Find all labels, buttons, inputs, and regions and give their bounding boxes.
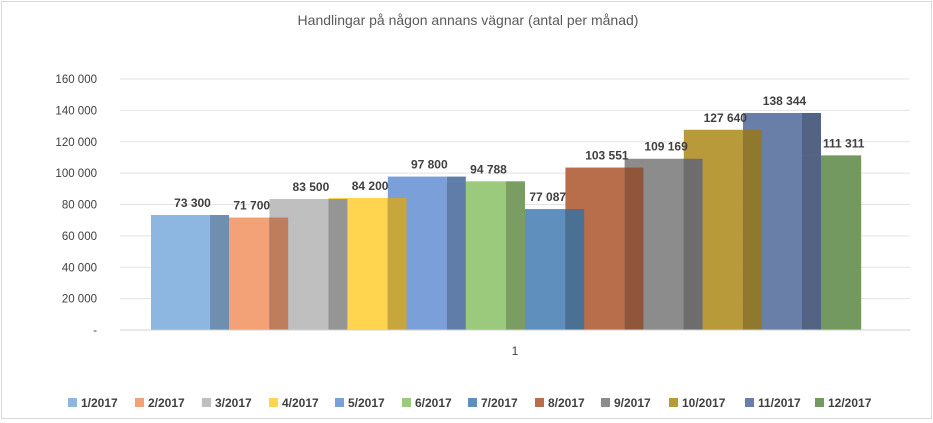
bar-depth-7/2017 (565, 209, 584, 330)
bar-depth-8/2017 (624, 168, 643, 330)
legend-swatch-8/2017 (535, 398, 544, 407)
legend-swatch-3/2017 (202, 398, 211, 407)
data-label-5/2017: 97 800 (411, 158, 448, 172)
legend: 1/2017 2/2017 3/2017 4/2017 5/2017 6/2017 7/20… (68, 396, 872, 410)
data-label-10/2017: 127 640 (704, 111, 748, 125)
bar-1/2017 (151, 215, 210, 330)
data-label-1/2017: 73 300 (174, 196, 211, 210)
x-axis: 1 (120, 330, 910, 358)
legend-swatch-11/2017 (745, 398, 754, 407)
legend-swatch-5/2017 (335, 398, 344, 407)
legend-swatch-2/2017 (135, 398, 144, 407)
legend-label-5/2017: 5/2017 (348, 396, 385, 410)
legend-label-2/2017: 2/2017 (148, 396, 185, 410)
bar-depth-3/2017 (328, 199, 347, 330)
chart-title: Handlingar på någon annans vägnar (antal… (298, 12, 639, 28)
data-label-2/2017: 71 700 (233, 199, 270, 213)
bar-depth-4/2017 (388, 198, 407, 330)
legend-label-10/2017: 10/2017 (682, 396, 726, 410)
y-tick-label: 140 000 (55, 105, 97, 117)
legend-swatch-6/2017 (402, 398, 411, 407)
bar-depth-11/2017 (802, 155, 821, 330)
legend-swatch-10/2017 (669, 398, 678, 407)
legend-label-7/2017: 7/2017 (481, 396, 518, 410)
bar-depth-5/2017 (447, 181, 466, 330)
legend-label-1/2017: 1/2017 (81, 396, 118, 410)
y-tick-label: 120 000 (55, 137, 97, 149)
data-label-6/2017: 94 788 (470, 162, 507, 176)
legend-swatch-9/2017 (601, 398, 610, 407)
legend-label-4/2017: 4/2017 (282, 396, 319, 410)
y-tick-label: 160 000 (55, 74, 97, 86)
bar-depth-9/2017 (684, 159, 703, 330)
y-tick-label: 20 000 (62, 294, 97, 306)
bar-depth-2/2017 (269, 218, 288, 330)
legend-swatch-12/2017 (815, 398, 824, 407)
bar-chart: Handlingar på någon annans vägnar (antal… (2, 2, 931, 418)
legend-label-3/2017: 3/2017 (215, 396, 252, 410)
data-label-4/2017: 84 200 (352, 179, 389, 193)
data-label-7/2017: 77 087 (529, 190, 566, 204)
data-label-8/2017: 103 551 (585, 149, 629, 163)
legend-label-6/2017: 6/2017 (415, 396, 452, 410)
legend-label-12/2017: 12/2017 (828, 396, 872, 410)
legend-label-8/2017: 8/2017 (548, 396, 585, 410)
bar-depth-10/2017 (743, 130, 762, 330)
y-tick-label: 100 000 (55, 168, 97, 180)
bar-depth-1/2017 (210, 218, 229, 330)
data-label-12/2017: 111 311 (823, 136, 865, 150)
data-label-11/2017: 138 344 (763, 94, 807, 108)
legend-swatch-1/2017 (68, 398, 77, 407)
y-tick-label: 40 000 (62, 262, 97, 274)
y-tick-label: 60 000 (62, 231, 97, 243)
bar-depth-6/2017 (506, 209, 525, 330)
y-tick-label: 80 000 (62, 200, 97, 212)
y-axis: - 20 000 40 000 60 000 80 000 100 000 120 000 1… (55, 74, 97, 337)
legend-label-9/2017: 9/2017 (614, 396, 651, 410)
legend-swatch-7/2017 (468, 398, 477, 407)
bars (151, 113, 861, 330)
legend-label-11/2017: 11/2017 (758, 396, 801, 410)
y-tick-label: - (93, 325, 97, 337)
x-tick-label: 1 (512, 344, 519, 358)
data-label-9/2017: 109 169 (644, 140, 688, 154)
legend-swatch-4/2017 (269, 398, 278, 407)
data-label-3/2017: 83 500 (293, 180, 330, 194)
